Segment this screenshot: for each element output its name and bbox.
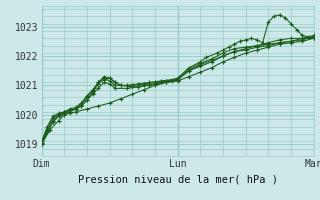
- X-axis label: Pression niveau de la mer( hPa ): Pression niveau de la mer( hPa ): [77, 174, 278, 184]
